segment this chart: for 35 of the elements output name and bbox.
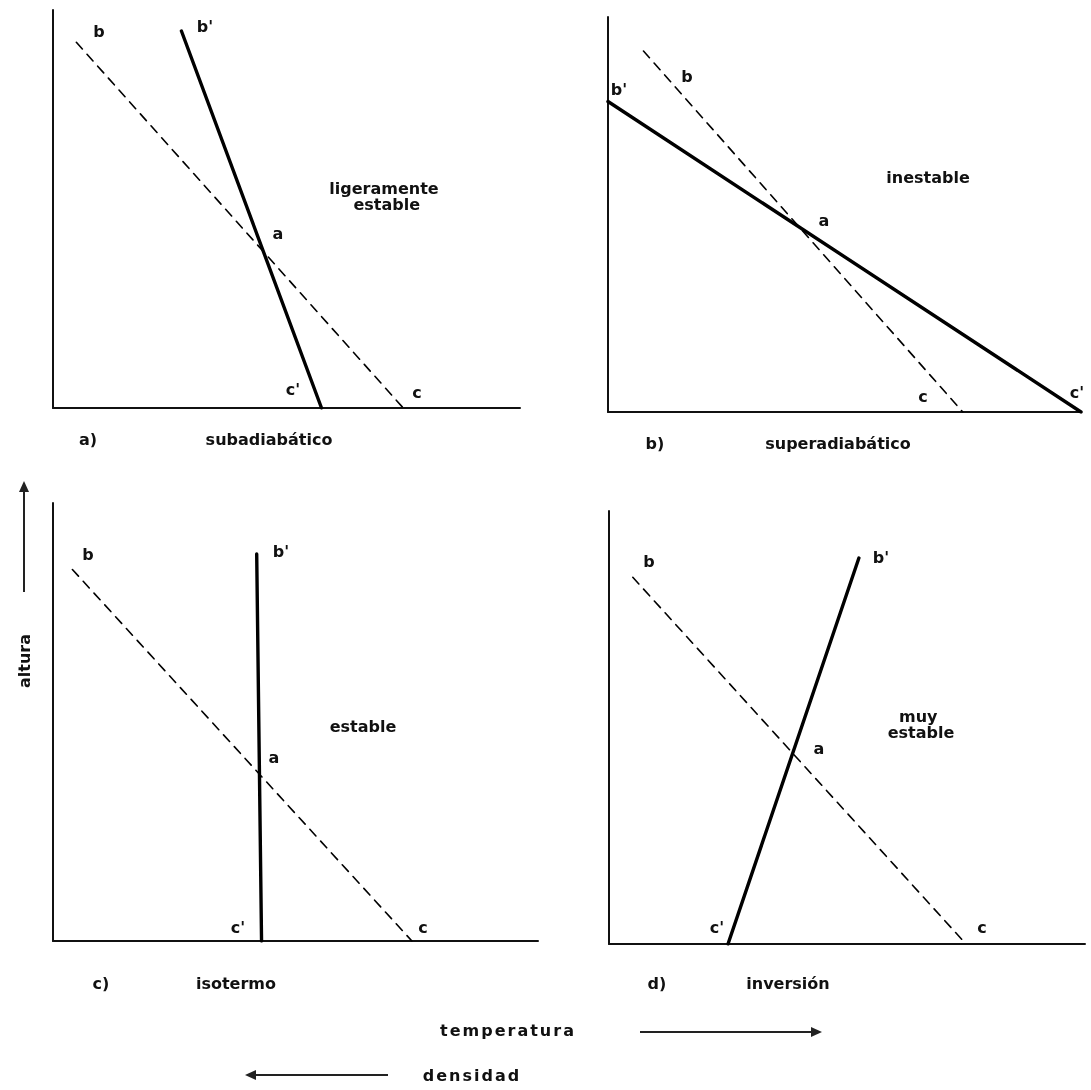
y-axis-title: altura [14, 633, 34, 689]
x-axis-title: inversión [746, 973, 830, 993]
text: a) [78, 429, 98, 449]
x-axis-title: subadiabático [205, 429, 333, 449]
annotation: c' [709, 917, 725, 937]
annotation: estable [329, 716, 397, 736]
annotation: b [82, 544, 94, 564]
annotation: a [272, 223, 284, 243]
annotation: ligeramente estable [329, 178, 439, 214]
x-axis-title: isotermo [195, 973, 277, 993]
annotation: b' [196, 16, 214, 36]
annotation: c' [1069, 382, 1085, 402]
text: b) [645, 433, 665, 453]
annotation: c [418, 917, 428, 937]
text: densidad [422, 1065, 522, 1085]
annotation: inestable [886, 167, 970, 187]
annotation: c' [230, 917, 246, 937]
text: c) [92, 973, 110, 993]
x-axis-title: superadiabático [765, 433, 911, 453]
annotation: a [268, 747, 280, 767]
annotation: c [412, 382, 422, 402]
text: d) [647, 973, 667, 993]
text: temperatura [440, 1020, 576, 1040]
annotation: c [977, 917, 987, 937]
annotation: c' [285, 379, 301, 399]
annotation: b [93, 21, 105, 41]
annotation: a [818, 210, 830, 230]
annotation: b' [872, 547, 890, 567]
annotation: c [918, 386, 928, 406]
annotation: b' [610, 79, 628, 99]
annotation: b' [272, 541, 290, 561]
annotation: a [813, 738, 825, 758]
annotation: muy estable [887, 706, 955, 742]
annotation: b [681, 66, 693, 86]
annotation: b [643, 551, 655, 571]
